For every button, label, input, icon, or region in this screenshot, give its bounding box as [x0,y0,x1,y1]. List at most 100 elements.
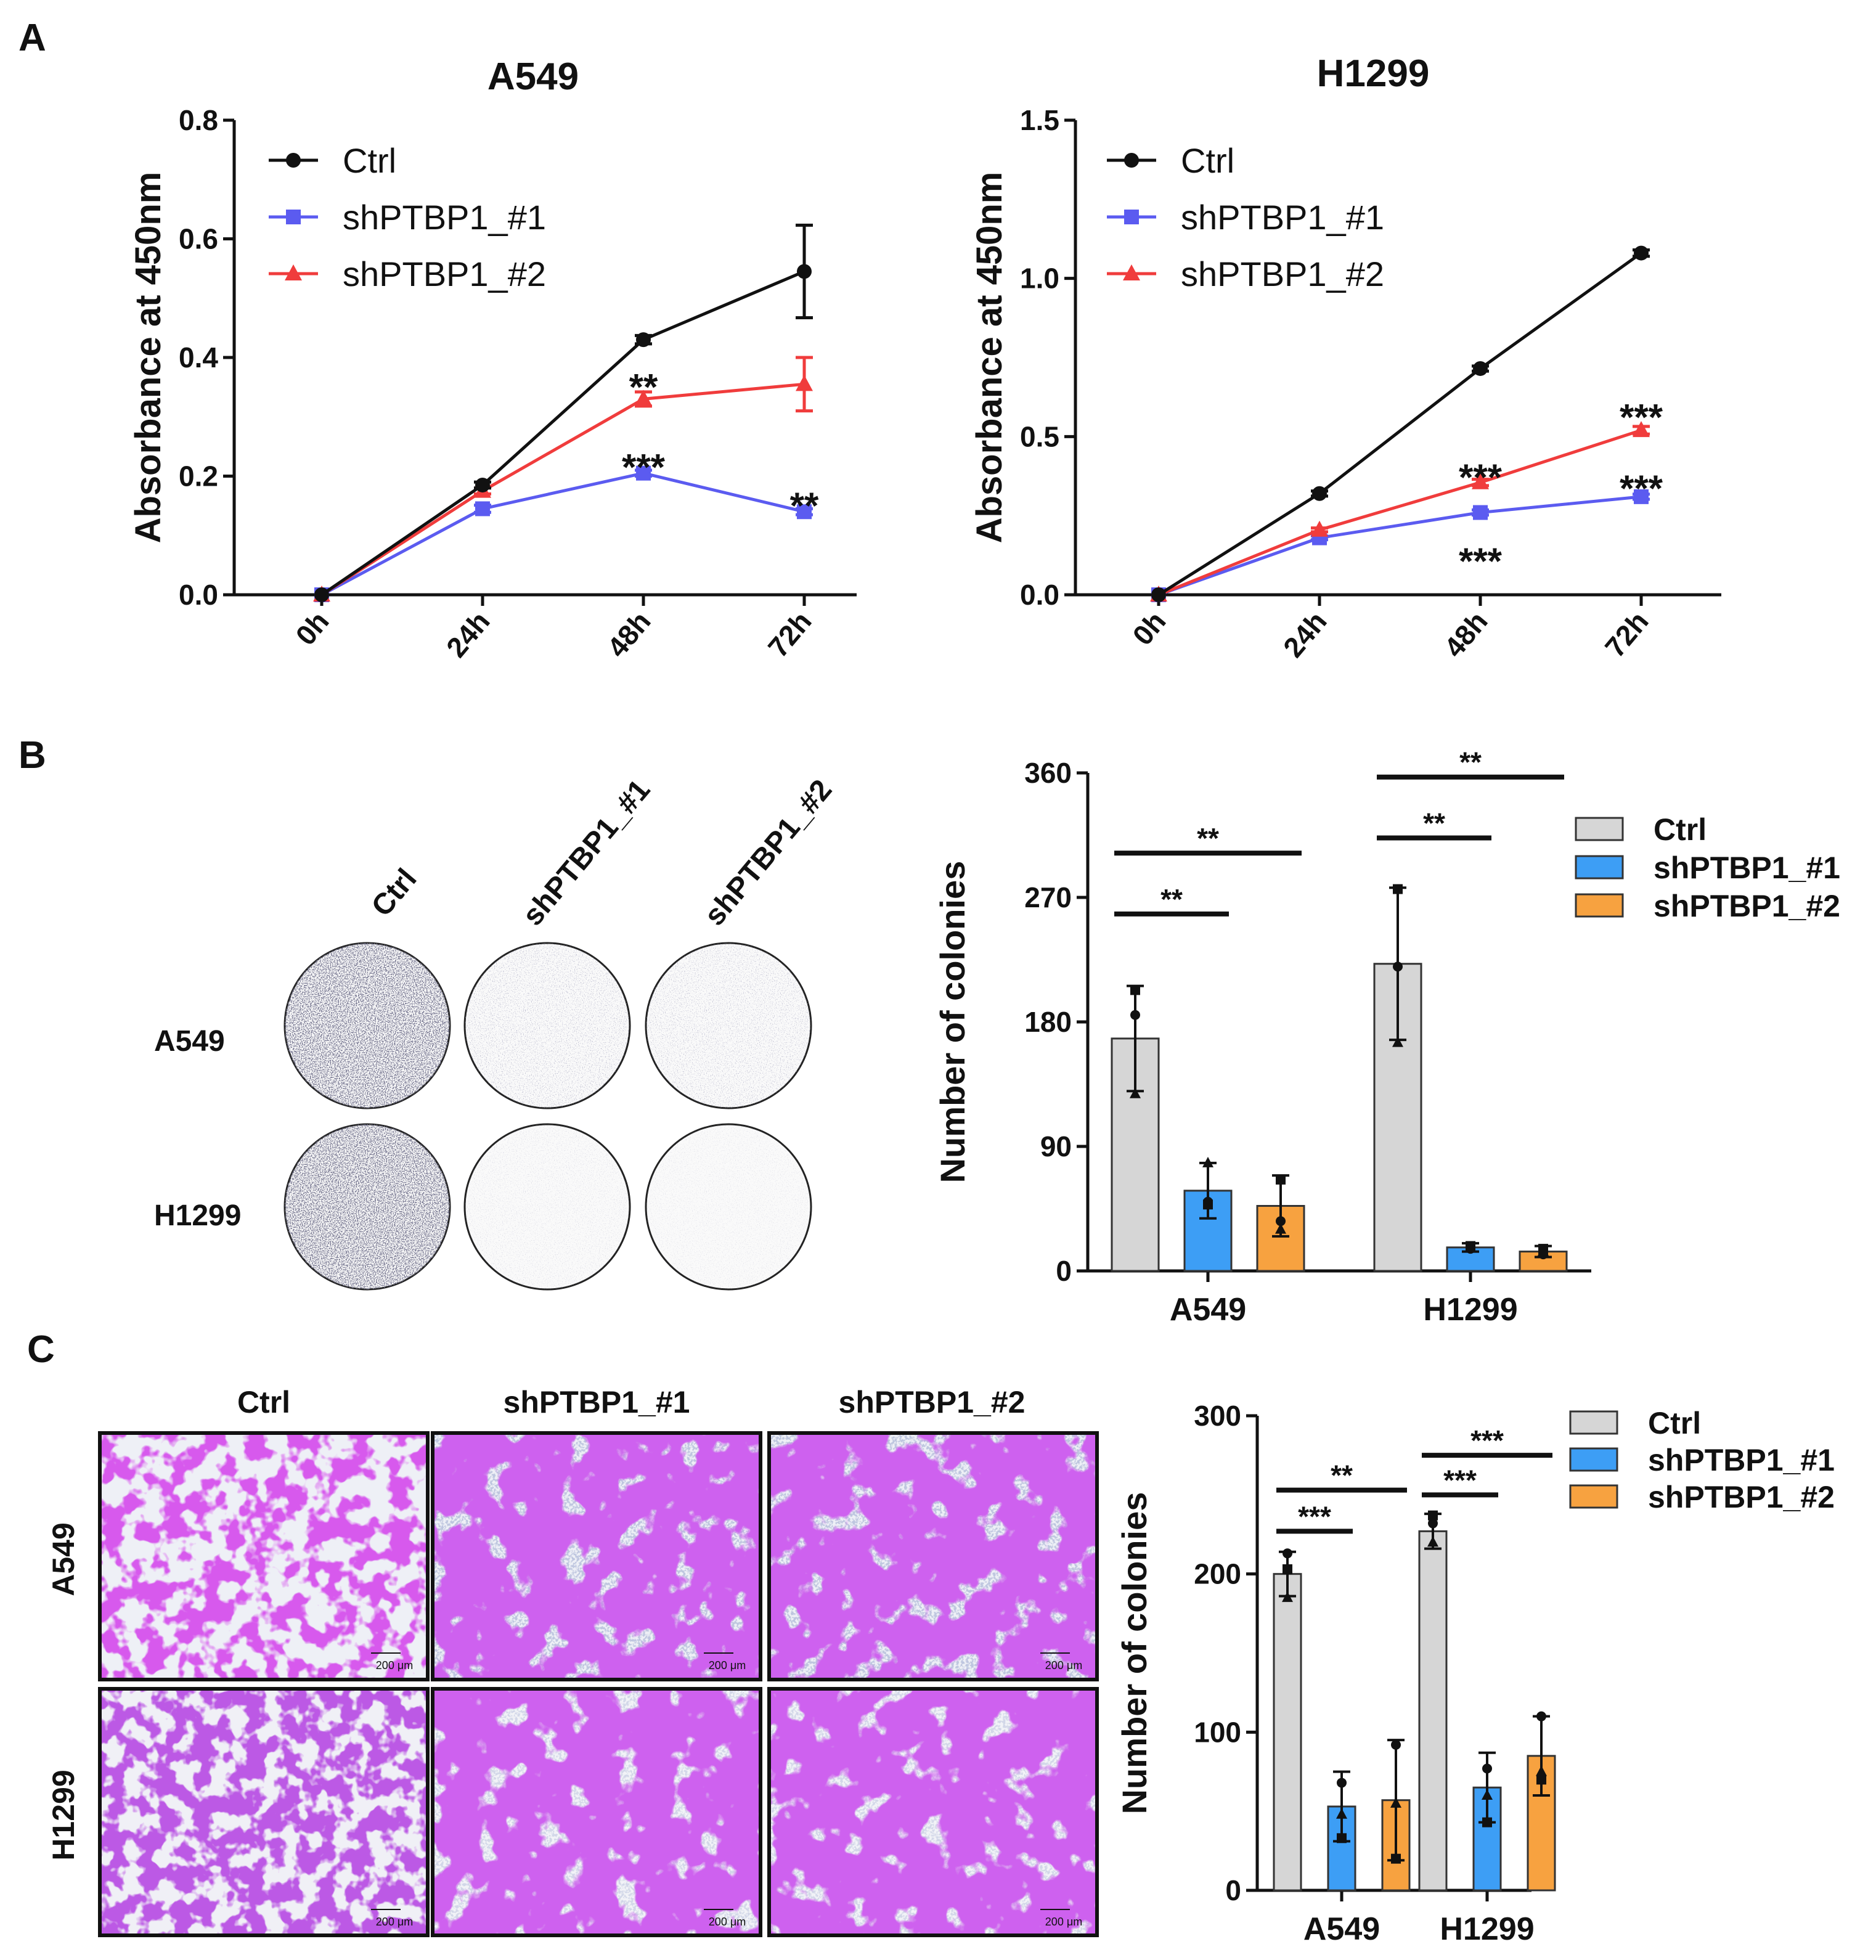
y-tick-label: 200 [1194,1558,1241,1590]
replicate-point [1428,1510,1438,1521]
bar-0-0 [1273,1573,1302,1892]
replicate-point [1482,1789,1493,1800]
replicate-point [1393,884,1403,894]
replicate-point [1203,1199,1213,1210]
replicate-point [1337,1778,1347,1788]
y-tick-label: 0.4 [179,341,218,374]
plate-row-a549: A549 [154,1025,225,1058]
significance-mark: *** [1459,541,1503,582]
significance-mark: *** [1620,396,1663,438]
a549-line-chart: A549 0.0 0.2 0.4 0.6 0.8 0h 24h 48h 72h Absorbance… [128,55,857,663]
replicate-point [1536,1711,1546,1721]
scale-bar-3: 200 μm [1040,1652,1082,1672]
scale-bar-1: 200 μm [371,1652,413,1672]
scale-label-6: 200 μm [1045,1916,1082,1928]
data-point-0-3 [797,264,812,279]
legend-label: Ctrl [343,141,396,180]
scale-bar-5: 200 μm [704,1909,746,1928]
y-tick-label: 360 [1024,757,1072,789]
y-axis-label: Absorbance at 450nm [969,172,1009,544]
legend-label: Ctrl [1654,812,1707,847]
legend-marker [1123,264,1140,280]
scale-bar-6: 200 μm [1040,1909,1082,1928]
scale-label-3: 200 μm [1045,1659,1082,1672]
series-line-1 [320,472,805,597]
y-axis-label: Number of colonies [1115,1492,1154,1815]
data-point-2-2 [635,390,652,406]
plate-col-ctrl: Ctrl [365,863,423,923]
replicate-point [1390,1797,1401,1808]
tw-h1299-sh2 [767,1687,1099,1937]
scale-label-5: 200 μm [709,1916,746,1928]
x-tick-label: 72h [762,605,818,663]
data-point-0-2 [1473,361,1488,376]
y-tick-label: 0.5 [1020,420,1059,452]
scale-label-1: 200 μm [376,1659,413,1672]
replicate-point [1393,962,1403,972]
replicate-point [1392,1036,1403,1047]
replicate-point [1536,1765,1547,1776]
tw-col-sh2: shPTBP1_#2 [839,1385,1026,1419]
tw-row-a549: A549 [46,1522,81,1596]
replicate-point [1130,1087,1141,1098]
legend-marker [1124,210,1139,224]
replicate-point [1482,1763,1492,1774]
x-tick-label: 48h [1438,605,1494,663]
replicate-point [1482,1817,1492,1827]
y-axis-label: Number of colonies [933,861,972,1183]
significance-mark: ** [1459,746,1482,778]
replicate-point [1391,1739,1401,1750]
legend-swatch [1575,817,1624,841]
scale-bar-4: 200 μm [371,1909,413,1928]
tw-col-ctrl: Ctrl [237,1385,290,1419]
data-point-2-1 [1311,520,1328,537]
legend-marker [286,210,301,224]
chart-title: A549 [487,55,579,98]
data-point-0-0 [314,587,329,602]
legend-label: shPTBP1_#2 [1181,255,1384,293]
significance-mark: *** [622,446,666,488]
data-point-1-3 [1634,489,1649,504]
tw-a549-sh1 [431,1431,762,1681]
x-tick-label: 24h [440,605,496,663]
x-tick-label: H1299 [1423,1292,1517,1328]
data-point-1-2 [1473,505,1488,520]
plate-h1299-sh1 [463,1123,631,1291]
y-tick-label: 0.0 [179,579,218,611]
y-tick-label: 90 [1040,1130,1072,1162]
significance-mark: ** [629,367,658,408]
series-line-2 [320,382,805,597]
scale-label-4: 200 μm [376,1916,413,1928]
data-point-0-3 [1634,245,1649,261]
data-point-2-3 [1633,421,1650,438]
series-line-0 [320,270,805,597]
legend-label: shPTBP1_#1 [1181,198,1384,237]
x-tick-label: 24h [1277,605,1333,663]
significance-mark: *** [1298,1500,1331,1532]
data-point-2-2 [1472,473,1489,489]
colony-plates: Ctrl shPTBP1_#1 shPTBP1_#2 A549 H1299 [154,774,838,1291]
y-tick-label: 100 [1194,1716,1241,1748]
tw-h1299-ctrl [98,1687,430,1937]
data-point-0-0 [1151,587,1166,602]
replicate-point [1283,1548,1292,1559]
x-tick-label: 72h [1599,605,1655,663]
significance-mark: *** [1620,468,1663,509]
data-point-0-2 [636,332,651,348]
data-point-1-2 [636,465,651,481]
y-tick-label: 180 [1024,1006,1072,1038]
transwell-images: Ctrl shPTBP1_#1 shPTBP1_#2 A549 H1299 [46,1385,1099,1937]
replicate-point [1282,1591,1293,1603]
x-tick-label: 0h [289,605,335,651]
legend-label: shPTBP1_#1 [1648,1443,1835,1477]
replicate-point [1336,1808,1347,1819]
legend-label: Ctrl [1648,1406,1701,1440]
data-point-0-1 [1312,486,1327,501]
series-line-0 [1157,251,1642,597]
legend-marker [1124,153,1139,168]
plate-a549-sh2 [645,942,812,1109]
series-line-2 [1158,428,1642,597]
plate-a549-sh1 [463,942,631,1109]
replicate-point [1536,1774,1546,1785]
